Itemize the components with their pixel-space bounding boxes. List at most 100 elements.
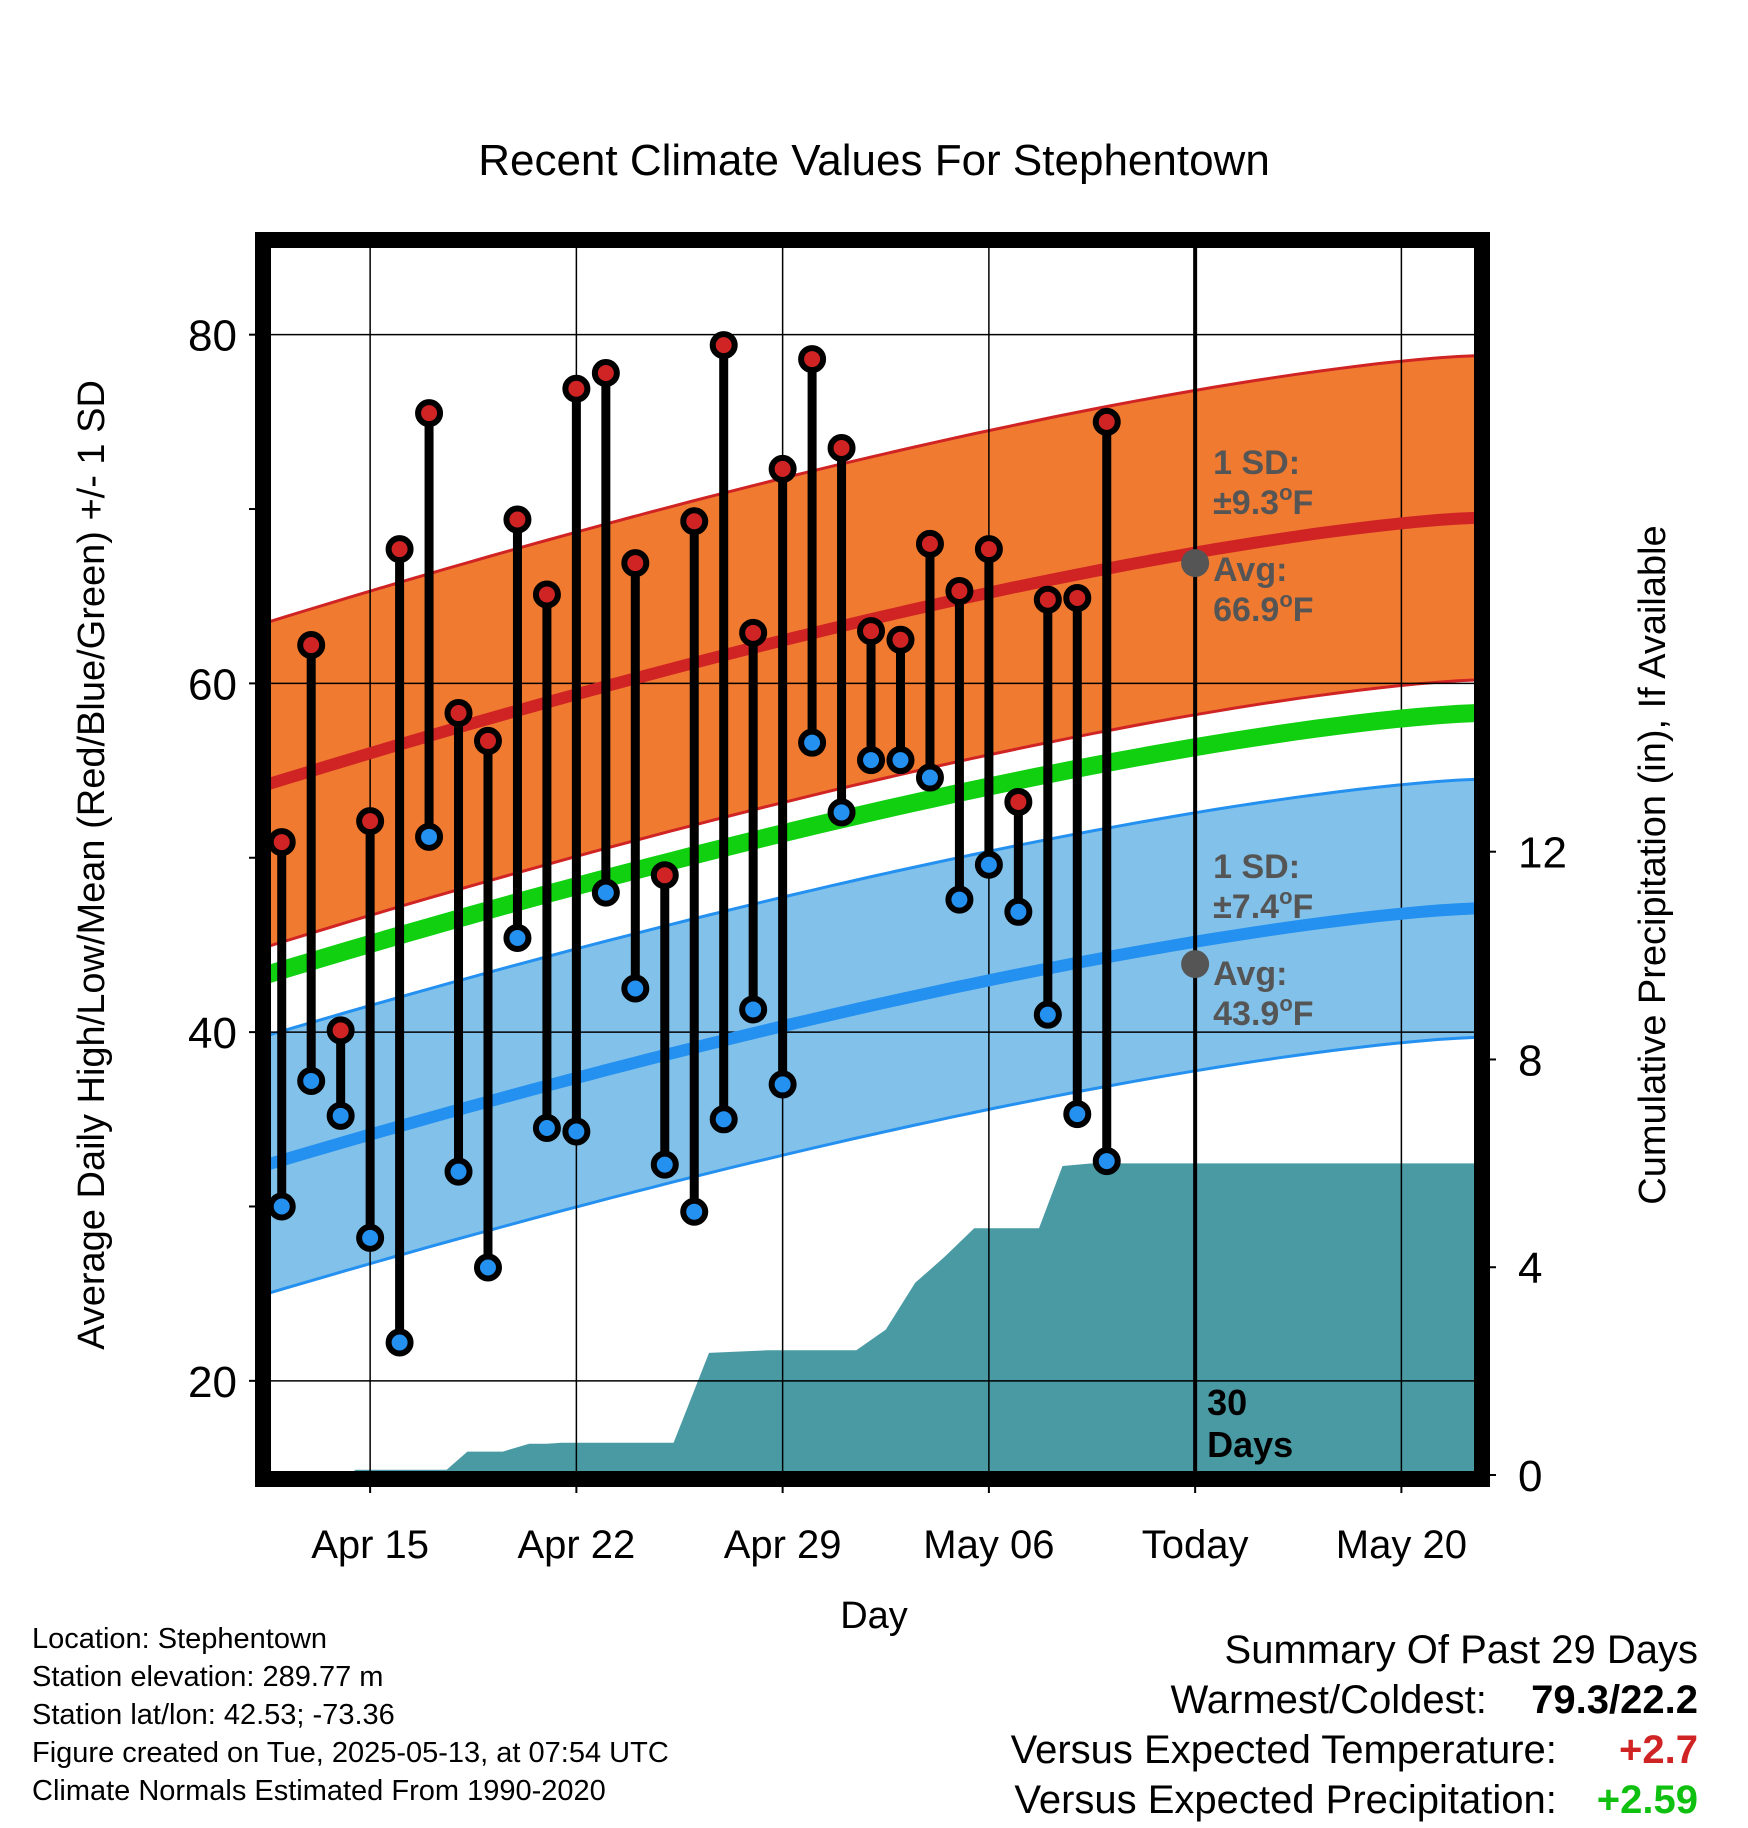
daily-low-point [473,1253,502,1282]
temp-value: +2.7 [1619,1728,1698,1772]
daily-high-point [444,699,473,728]
daily-high-point [562,374,591,403]
daily-low-point [1004,897,1033,926]
daily-high-point [768,454,797,483]
daily-low-point [915,763,944,792]
daily-high-point [473,726,502,755]
precip-label: Versus Expected Precipitation: [1014,1778,1557,1822]
daily-high-point [267,828,296,857]
daily-high-point [798,345,827,374]
normal-mean-line [267,704,1478,984]
temp-label: Versus Expected Temperature: [1010,1728,1557,1772]
daily-low-point [444,1157,473,1186]
daily-low-point [857,746,886,775]
location-text: Location: Stephentown [32,1623,328,1655]
daily-low-point [503,923,532,952]
x-tick-label: Apr 15 [311,1523,429,1567]
daily-high-point [827,434,856,463]
daily-low-point [709,1105,738,1134]
plot-frame [255,232,1490,1487]
daily-high-point [650,861,679,890]
y-tick-label-left: 20 [188,1358,237,1407]
high-sd-annotation: 1 SD: ±9.3oF [1213,444,1313,522]
daily-low-point [356,1223,385,1252]
elevation-text: Station elevation: 289.77 m [32,1661,384,1693]
daily-high-point [945,576,974,605]
daily-low-point [326,1101,355,1130]
daily-low-point [621,974,650,1003]
daily-low-point [827,798,856,827]
y-tick-label-left: 60 [188,660,237,709]
daily-low-point [650,1150,679,1179]
warmest-value: 79.3/22.2 [1531,1678,1698,1722]
low-avg-annotation: Avg: 43.9oF [1213,955,1313,1033]
daily-high-point [857,617,886,646]
daily-low-point [591,878,620,907]
daily-high-point [532,580,561,609]
daily-high-point [709,331,738,360]
daily-low-point [415,822,444,851]
daily-high-point [1033,585,1062,614]
daily-low-point [680,1197,709,1226]
daily-high-point [915,529,944,558]
daily-low-point [945,885,974,914]
daily-high-point [621,549,650,578]
x-tick-label: May 06 [923,1523,1054,1567]
daily-high-point [503,505,532,534]
daily-high-point [680,507,709,536]
chart-title: Recent Climate Values For Stephentown [478,136,1270,185]
daily-high-point [385,535,414,564]
daily-low-point [532,1114,561,1143]
y-tick-label-left: 80 [188,312,237,361]
daily-high-point [356,807,385,836]
daily-low-point [886,746,915,775]
high-avg-annotation: Avg: 66.9oF [1213,551,1313,629]
summary-warmest-row: Warmest/Coldest: 79.3/22.2 [1011,1675,1699,1725]
daily-low-point [1033,1000,1062,1029]
x-tick-label: Apr 29 [724,1523,842,1567]
warmest-label: Warmest/Coldest: [1170,1678,1487,1722]
daily-high-point [886,625,915,654]
daily-low-point [974,850,1003,879]
x-tick-label: Today [1142,1523,1249,1567]
latlon-text: Station lat/lon: 42.53; -73.36 [32,1699,395,1731]
y-tick-label-right: 8 [1518,1036,1542,1085]
x-axis-label: Day [840,1595,908,1637]
daily-high-point [591,359,620,388]
daily-low-point [267,1192,296,1221]
created-text: Figure created on Tue, 2025-05-13, at 07… [32,1737,669,1769]
precip-value: +2.59 [1596,1778,1698,1822]
y-axis-label-right: Cumulative Precipitation (in), If Availa… [1632,525,1674,1204]
daily-low-point [297,1066,326,1095]
summary-temp-row: Versus Expected Temperature: +2.7 [1011,1725,1698,1775]
normal-low-line [267,902,1478,1171]
daily-low-point [1063,1100,1092,1129]
today-low-avg-marker [1181,950,1210,979]
y-tick-label-right: 0 [1518,1452,1542,1501]
summary-precip-row: Versus Expected Precipitation: +2.59 [1011,1775,1698,1825]
daily-high-point [1004,787,1033,816]
daily-low-point [739,995,768,1024]
daily-low-point [1092,1147,1121,1176]
daily-high-point [415,399,444,428]
x-tick-label: May 20 [1336,1523,1467,1567]
daily-low-point [798,728,827,757]
daily-high-point [1092,407,1121,436]
normals-text: Climate Normals Estimated From 1990-2020 [32,1775,606,1807]
y-tick-label-right: 12 [1518,829,1567,878]
summary-title: Summary Of Past 29 Days [1224,1628,1698,1672]
daily-high-point [739,618,768,647]
station-info: Location: Stephentown Station elevation:… [32,1620,669,1810]
daily-low-point [562,1117,591,1146]
daily-low-point [385,1328,414,1357]
daily-high-point [974,535,1003,564]
y-tick-label-left: 40 [188,1009,237,1058]
y-tick-label-right: 4 [1518,1244,1542,1293]
today-high-avg-marker [1181,549,1210,578]
daily-high-point [297,631,326,660]
daily-low-point [768,1070,797,1099]
normal-low-band [267,777,1478,1296]
summary-panel: Summary Of Past 29 Days Warmest/Coldest:… [1011,1625,1698,1825]
period-days-label: 30 Days [1207,1382,1293,1465]
